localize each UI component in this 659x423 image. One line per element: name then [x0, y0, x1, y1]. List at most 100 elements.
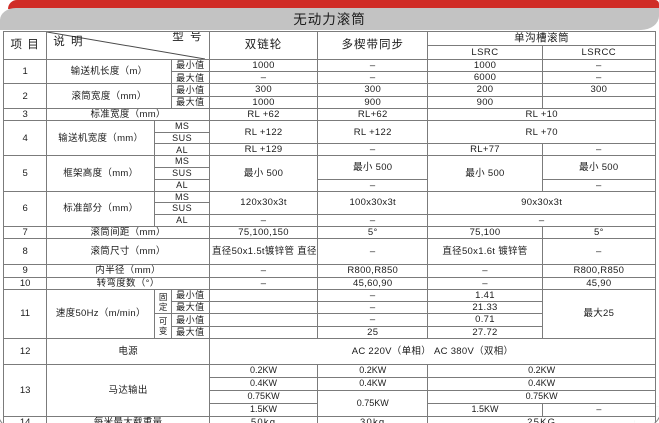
- cell-value: 6000: [427, 71, 543, 85]
- row-number: 4: [2, 120, 48, 157]
- cell-value: 0.75KW: [208, 389, 319, 404]
- table-row: 12 电源 AC 220V（单相） AC 380V（双相）: [2, 337, 657, 365]
- table-row: 1.5KW 1.5KW –: [4, 402, 657, 417]
- header-group-chain: 双链轮: [208, 31, 319, 60]
- cell-value: –: [317, 143, 429, 157]
- cell-value: –: [317, 313, 429, 327]
- sub-label-max: 最大值: [170, 95, 210, 109]
- cell-value: 1000: [208, 95, 319, 109]
- cell-value: –: [208, 276, 319, 290]
- table-row: AL RL +129 – RL+77 –: [4, 143, 657, 157]
- row-number: 3: [2, 107, 48, 122]
- cell-value: [208, 313, 319, 327]
- cell-value: –: [317, 178, 429, 192]
- row-label: 滚筒宽度（mm）: [46, 83, 172, 109]
- cell-value: 直径50x1.6t 镀锌管: [427, 238, 543, 266]
- header-subgroup-lsrcc: LSRCC: [541, 45, 657, 60]
- cell-line-1: 直径50x1.5t镀锌管: [211, 246, 295, 258]
- cell-value: 75,100,150: [208, 226, 319, 240]
- cell-value: –: [317, 301, 429, 315]
- cell-value: RL +70: [427, 120, 656, 145]
- table-row: 最大值 1000 900 900: [4, 95, 657, 109]
- sub-label-max: 最大值: [170, 325, 210, 339]
- page-title: 无动力滚筒: [293, 12, 366, 27]
- cell-value: 25: [317, 325, 429, 339]
- table-header-subrow: LSRC LSRCC: [4, 45, 657, 60]
- cell-value: 最小 500: [208, 155, 319, 192]
- cell-value: –: [208, 71, 319, 85]
- row-label: 输送机长度（m）: [46, 58, 172, 85]
- cell-value: 0.2KW: [208, 363, 319, 378]
- cell-value: [541, 95, 657, 109]
- cell-line-2: 直径60x2.0t镀锌管: [297, 246, 317, 258]
- table-row: 2 滚筒宽度（mm） 最小值 300 300 200 300: [2, 83, 657, 109]
- cell-value: –: [208, 264, 319, 278]
- row-number: 14: [2, 415, 48, 423]
- sub-label-min: 最小值: [170, 313, 210, 327]
- table-row: SUS: [4, 202, 656, 216]
- row-number: 2: [2, 83, 48, 109]
- row-label: 标准宽度（mm）: [46, 107, 210, 122]
- sub-label-fixed-char1: 固: [158, 291, 168, 302]
- row-label: 框架高度（mm）: [46, 155, 156, 192]
- table-row: 最大值 25 27.72: [4, 325, 656, 339]
- page-corner-bottom-right: [634, 405, 659, 423]
- specification-table: 项 目 说 明 型 号 双链轮 多楔带同步 单沟槽滚筒 LSRC LSRCC 1…: [2, 30, 657, 423]
- cell-value: 最小 500: [541, 155, 657, 180]
- header-desc-model: 说 明 型 号: [46, 31, 210, 60]
- cell-value: 200: [427, 83, 543, 97]
- cell-value: 直径50x1.5t镀锌管 直径60x2.0t镀锌管: [208, 238, 319, 266]
- cell-value: –: [317, 214, 429, 228]
- cell-value: 0.4KW: [317, 376, 429, 391]
- table-row: 最大值 – – 6000 –: [4, 71, 657, 85]
- cell-value: RL +10: [427, 107, 656, 122]
- table-row: 10 转弯度数（°） – 45,60,90 – 45,90: [2, 276, 657, 290]
- table-row: AL – –: [4, 178, 657, 192]
- table-row: 可 变 最小值 – 0.71: [4, 313, 656, 339]
- cell-value: 5°: [541, 226, 657, 240]
- cell-value: 45,60,90: [317, 276, 429, 290]
- row-label: 电源: [46, 337, 210, 365]
- sub-label-ms: MS: [154, 120, 210, 133]
- sub-label-min: 最小值: [170, 288, 210, 303]
- cell-value: R800,R850: [541, 264, 657, 278]
- sub-label-min: 最小值: [170, 58, 210, 73]
- sub-label-al: AL: [154, 178, 210, 192]
- row-number: 6: [2, 190, 48, 228]
- row-number: 13: [2, 363, 48, 417]
- sub-label-variable-char1: 可: [158, 315, 168, 326]
- cell-value: AC 220V（单相） AC 380V（双相）: [208, 337, 657, 365]
- banner-background: [0, 8, 659, 30]
- cell-value: RL +129: [208, 143, 319, 157]
- cell-value: –: [427, 264, 543, 278]
- sub-label-ms: MS: [154, 155, 210, 169]
- cell-value: –: [208, 214, 319, 228]
- sub-label-al: AL: [154, 214, 210, 228]
- sub-label-sus: SUS: [154, 167, 210, 180]
- cell-value: 75,100: [427, 226, 543, 240]
- table-row: 3 标准宽度（mm） RL +62 RL+62 RL +10: [2, 107, 656, 122]
- row-number: 12: [2, 337, 48, 365]
- header-group-belt: 多楔带同步: [317, 31, 429, 60]
- table-row: SUS: [4, 131, 656, 145]
- cell-value: 50kg: [208, 415, 319, 423]
- row-label: 内半径（mm）: [46, 264, 210, 278]
- cell-value: 最小 500: [317, 155, 429, 180]
- diagonal-divider-icon: [47, 32, 206, 59]
- cell-value: 最大25: [541, 288, 657, 339]
- cell-value: [208, 301, 319, 315]
- cell-value: –: [317, 71, 429, 85]
- cell-value: 0.4KW: [208, 376, 319, 391]
- cell-value: 300: [541, 83, 657, 97]
- cell-value: 300: [317, 83, 429, 97]
- cell-value: 27.72: [427, 325, 543, 339]
- table-row: AL – – –: [4, 214, 656, 228]
- sub-label-ms: MS: [154, 190, 210, 204]
- page-corner-bottom-left: [0, 406, 23, 423]
- sub-label-variable-char2: 变: [158, 326, 168, 336]
- cell-value: 90x30x3t: [427, 190, 656, 216]
- cell-value: 900: [317, 95, 429, 109]
- table-row: 14 每米最大载重量 50kg 30kg 25KG: [2, 415, 656, 423]
- table-row: 8 滚筒尺寸（mm） 直径50x1.5t镀锌管 直径60x2.0t镀锌管 – 直…: [2, 238, 657, 266]
- cell-value: 0.4KW: [427, 376, 656, 391]
